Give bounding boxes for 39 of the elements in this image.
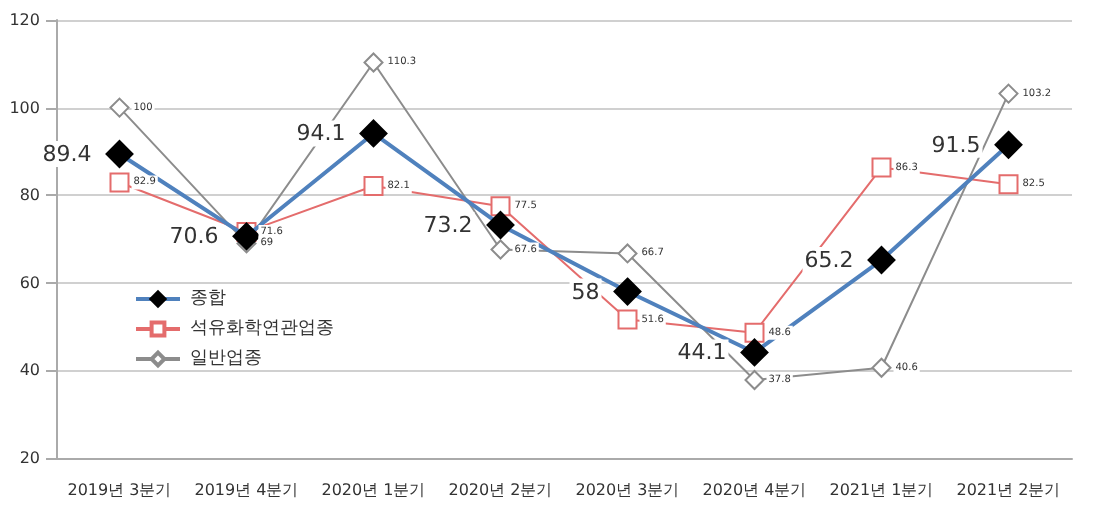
- legend-label: 석유화학연관업종: [190, 319, 334, 339]
- point: [871, 157, 892, 178]
- point: [363, 52, 384, 73]
- y-tick-label: 100: [9, 98, 40, 117]
- y-tick-label: 80: [19, 186, 40, 205]
- x-tick-label: 2019년 3분기: [67, 481, 172, 499]
- data-label: 58: [571, 278, 600, 305]
- point: [998, 174, 1019, 195]
- y-tick-label: 120: [9, 11, 40, 29]
- point: [363, 176, 384, 196]
- x-tick-label: 2020년 1분기: [321, 481, 426, 499]
- point: [617, 309, 638, 330]
- point: [490, 196, 511, 217]
- x-tick-label: 2019년 4분기: [194, 481, 299, 499]
- point: [617, 243, 638, 264]
- data-label: 94.1: [296, 120, 346, 147]
- x-tick-label: 2020년 4분기: [702, 481, 807, 499]
- x-tick-label: 2021년 2분기: [956, 481, 1061, 499]
- data-label: 65.2: [804, 247, 854, 274]
- point: [490, 239, 511, 260]
- data-label: 73.2: [423, 211, 473, 238]
- legend-label: 일반업종: [190, 349, 262, 369]
- x-tick-label: 2021년 1분기: [829, 481, 934, 499]
- data-label: 70.6: [169, 223, 219, 250]
- y-tick-label: 40: [19, 361, 40, 380]
- point: [109, 172, 130, 193]
- data-label: 91.5: [931, 131, 981, 158]
- legend-label: 종합: [190, 289, 226, 309]
- point: [744, 322, 765, 343]
- point: [998, 83, 1019, 104]
- data-label: 44.1: [677, 339, 727, 366]
- data-label: 89.4: [42, 141, 92, 168]
- point: [744, 370, 765, 391]
- y-tick-label: 20: [19, 449, 40, 467]
- point: [109, 97, 130, 118]
- point: [871, 357, 892, 378]
- x-tick-label: 2020년 3분기: [575, 481, 680, 499]
- y-tick-label: 60: [19, 273, 40, 292]
- x-tick-label: 2020년 2분기: [448, 481, 553, 499]
